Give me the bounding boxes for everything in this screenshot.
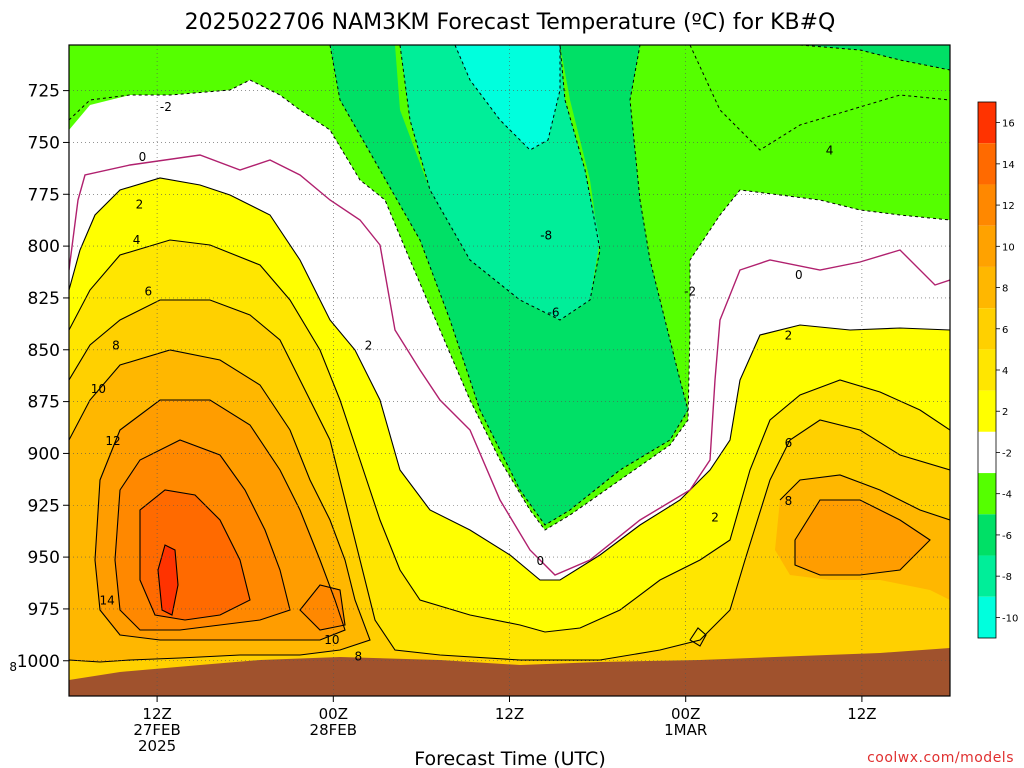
contour-label: 14 bbox=[100, 594, 115, 608]
colorbar-label: 12 bbox=[1002, 201, 1015, 212]
colorbar-swatch bbox=[978, 266, 996, 309]
grid-lines bbox=[69, 45, 950, 696]
colorbar-swatch bbox=[978, 308, 996, 350]
contour-label: -6 bbox=[548, 305, 560, 319]
x-tick-label: 12Z bbox=[495, 705, 524, 723]
x-tick-label: 00Z bbox=[671, 705, 700, 723]
band-neg6-neg4 bbox=[330, 45, 688, 525]
colorbar-label: 16 bbox=[1002, 119, 1015, 130]
colorbar-swatch bbox=[978, 102, 996, 144]
contour-labels: -2 0 2 4 6 8 10 12 14 10 8 8 2 -8 -6 0 -2 2 4 0 2 6 8 bbox=[9, 100, 834, 674]
colorbar-label: 4 bbox=[1002, 366, 1008, 377]
freezing-line bbox=[69, 154, 950, 576]
y-tick-label: 725 bbox=[28, 82, 60, 102]
x-tick-label: 28FEB bbox=[310, 721, 357, 739]
contour-label: 2 bbox=[785, 328, 793, 342]
y-tick-label: 800 bbox=[28, 237, 60, 257]
chart-title: 2025022706 NAM3KM Forecast Temperature (… bbox=[185, 10, 836, 35]
y-tick-label: 975 bbox=[28, 600, 60, 620]
contour-label: 0 bbox=[139, 150, 147, 164]
colorbar-swatch bbox=[978, 431, 996, 474]
y-tick-label: 875 bbox=[28, 393, 60, 413]
y-tick-label: 825 bbox=[28, 289, 60, 309]
y-tick-label: 1000 bbox=[17, 652, 60, 672]
contour-label: 6 bbox=[785, 436, 793, 450]
colorbar-swatch bbox=[978, 555, 996, 597]
colorbar-label: -6 bbox=[1002, 531, 1012, 542]
y-tick-label: 925 bbox=[28, 496, 60, 516]
contour-label: 8 bbox=[9, 660, 17, 674]
y-tick-label: 850 bbox=[28, 341, 60, 361]
x-tick-label: 2025 bbox=[138, 737, 176, 755]
colorbar-swatch bbox=[978, 390, 996, 432]
credit-text[interactable]: coolwx.com/models bbox=[867, 750, 1014, 766]
y-tick-label: 775 bbox=[28, 185, 60, 205]
contour-label: 4 bbox=[826, 144, 834, 158]
y-tick-label: 950 bbox=[28, 548, 60, 568]
x-tick-label: 12Z bbox=[847, 705, 876, 723]
x-tick-label: 12Z bbox=[142, 705, 171, 723]
colorbar-label: 14 bbox=[1002, 160, 1015, 171]
colorbar-swatch bbox=[978, 184, 996, 226]
colorbar-swatch bbox=[978, 596, 996, 638]
contour-label: 10 bbox=[91, 382, 106, 396]
colorbar-label: -4 bbox=[1002, 490, 1012, 501]
contour-label: 12 bbox=[105, 434, 120, 448]
colorbar-label: -8 bbox=[1002, 572, 1012, 583]
colorbar-swatch bbox=[978, 225, 996, 267]
band-16-plus bbox=[158, 545, 178, 615]
contour-label: 6 bbox=[144, 285, 152, 299]
contour-label: 4 bbox=[133, 233, 141, 247]
colorbar-label: -2 bbox=[1002, 448, 1012, 459]
x-tick-label: 00Z bbox=[319, 705, 348, 723]
contour-label: 2 bbox=[136, 198, 144, 212]
colorbar-label: 8 bbox=[1002, 284, 1008, 295]
contour-label: 8 bbox=[112, 339, 120, 353]
ground-surface bbox=[69, 648, 950, 696]
colorbar-swatch bbox=[978, 143, 996, 185]
contour-label: -2 bbox=[684, 285, 696, 299]
contour-label: 10 bbox=[324, 633, 339, 647]
negative-contours bbox=[69, 45, 950, 531]
band-right-neg6 bbox=[800, 45, 950, 70]
colorbar-label: -10 bbox=[1002, 613, 1018, 624]
band-10-12-right bbox=[795, 500, 930, 575]
y-tick-label: 750 bbox=[28, 133, 60, 153]
colorbar-label: 10 bbox=[1002, 242, 1015, 253]
y-axis-ticks: 725 750 775 800 825 850 875 900 925 950 975 1000 bbox=[17, 82, 69, 672]
contour-label: -2 bbox=[160, 100, 172, 114]
x-tick-label: 27FEB bbox=[133, 721, 180, 739]
x-tick-label: 1MAR bbox=[664, 721, 707, 739]
colorbar: 16 14 12 10 8 6 4 2 -2 -4 -6 -8 -10 bbox=[977, 101, 1018, 639]
contour-label: 0 bbox=[795, 268, 803, 282]
colorbar-swatch bbox=[978, 349, 996, 391]
y-tick-label: 900 bbox=[28, 444, 60, 464]
colorbar-label: 6 bbox=[1002, 325, 1008, 336]
contour-label: 8 bbox=[354, 650, 362, 664]
band-neg10-neg8 bbox=[455, 45, 560, 150]
colorbar-label: 2 bbox=[1002, 407, 1008, 418]
contour-label: 2 bbox=[365, 339, 373, 353]
contour-label: 0 bbox=[537, 554, 545, 568]
contour-label: 8 bbox=[785, 494, 793, 508]
colorbar-swatch bbox=[978, 514, 996, 556]
x-axis-label: Forecast Time (UTC) bbox=[414, 748, 605, 768]
colorbar-swatch bbox=[978, 473, 996, 515]
contour-label: -8 bbox=[540, 229, 552, 243]
contour-label: 2 bbox=[711, 511, 719, 525]
